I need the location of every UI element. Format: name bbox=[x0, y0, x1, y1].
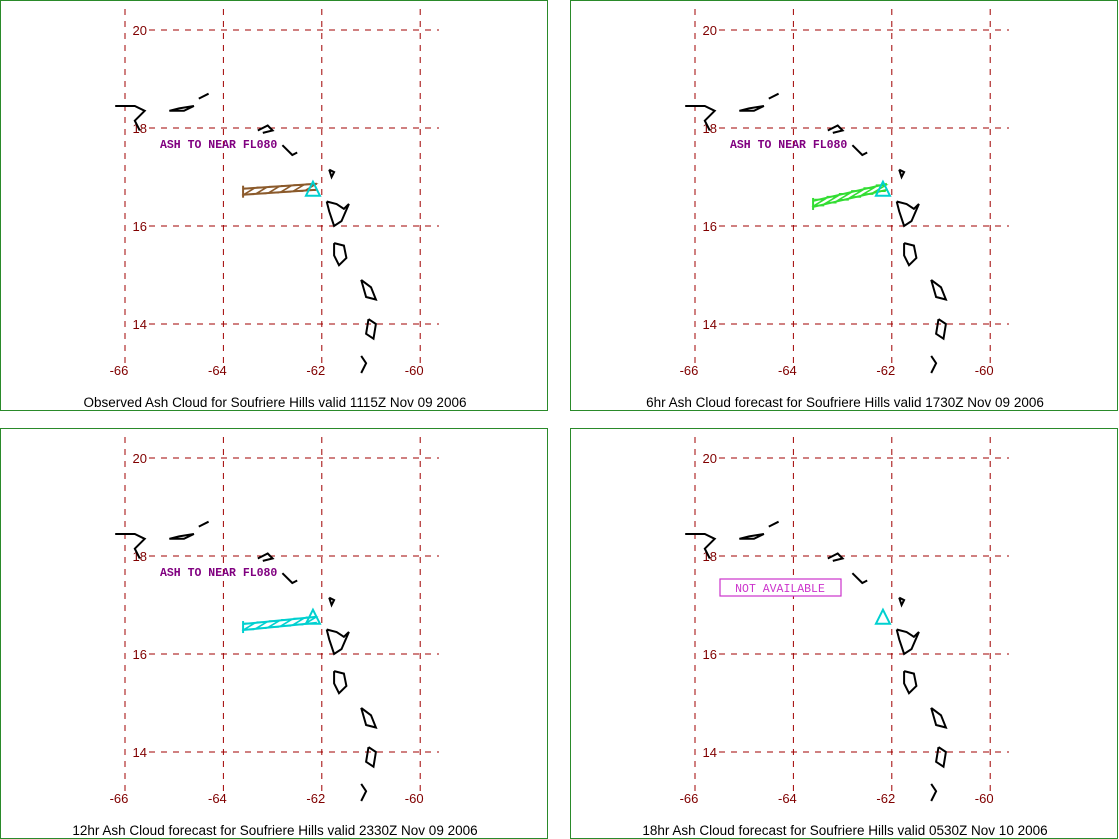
longitude-tick-label: -62 bbox=[876, 363, 895, 378]
coastline bbox=[198, 92, 210, 100]
latitude-tick-label: 20 bbox=[703, 23, 717, 38]
longitude-tick-label: -60 bbox=[975, 363, 994, 378]
coastline bbox=[851, 144, 868, 157]
coastline bbox=[895, 628, 920, 656]
coastline bbox=[333, 670, 348, 695]
longitude-tick-label: -66 bbox=[110, 363, 129, 378]
coastline bbox=[115, 533, 147, 559]
panel-caption: 6hr Ash Cloud forecast for Soufriere Hil… bbox=[646, 395, 1044, 410]
coastline bbox=[851, 572, 868, 585]
panel-caption: Observed Ash Cloud for Soufriere Hills v… bbox=[83, 395, 467, 410]
longitude-tick-label: -66 bbox=[110, 791, 129, 806]
coastline bbox=[198, 520, 210, 528]
coastline bbox=[365, 318, 377, 341]
map-panel-observed: 20 18 16 14 -66 -64 -62 -60 ASH TO NEAR FL080 Ob… bbox=[0, 0, 548, 411]
coastline bbox=[895, 200, 920, 228]
coastline bbox=[768, 520, 780, 528]
coastline bbox=[903, 242, 918, 267]
coastline bbox=[365, 746, 377, 769]
coastline bbox=[903, 670, 918, 695]
latitude-tick-label: 20 bbox=[703, 451, 717, 466]
coastline bbox=[328, 168, 336, 180]
volcano-triangle-icon bbox=[304, 607, 322, 625]
coastline bbox=[257, 124, 275, 134]
latitude-tick-label: 20 bbox=[133, 23, 147, 38]
coastline bbox=[930, 355, 938, 374]
map-panel-18hr: 20 18 16 14 -66 -64 -62 -60 NOT AVAILABLE 18hr A… bbox=[570, 428, 1118, 839]
coastline bbox=[739, 105, 765, 112]
longitude-tick-label: -64 bbox=[778, 791, 797, 806]
coastline bbox=[325, 628, 350, 656]
coastline bbox=[930, 783, 938, 802]
volcano-triangle-icon bbox=[304, 179, 322, 197]
coastline bbox=[930, 279, 948, 301]
longitude-tick-label: -62 bbox=[306, 791, 325, 806]
coastline bbox=[935, 746, 947, 769]
ash-height-note: ASH TO NEAR FL080 bbox=[160, 139, 277, 152]
coastline bbox=[827, 124, 845, 134]
coastline bbox=[169, 533, 195, 540]
coastline bbox=[333, 242, 348, 267]
coastline bbox=[360, 279, 378, 301]
latitude-tick-label: 14 bbox=[703, 317, 717, 332]
latitude-tick-label: 16 bbox=[703, 647, 717, 662]
latitude-tick-label: 14 bbox=[133, 745, 147, 760]
map-panel-6hr: 20 18 16 14 -66 -64 -62 -60 ASH TO NEAR FL080 6h… bbox=[570, 0, 1118, 411]
coastline bbox=[768, 92, 780, 100]
longitude-tick-label: -66 bbox=[680, 791, 699, 806]
coastline bbox=[257, 552, 275, 562]
coastline bbox=[115, 105, 147, 131]
longitude-tick-label: -64 bbox=[208, 363, 227, 378]
coastline bbox=[685, 533, 717, 559]
coastline bbox=[360, 783, 368, 802]
longitude-tick-label: -64 bbox=[208, 791, 227, 806]
coastline bbox=[281, 572, 298, 585]
latitude-tick-label: 20 bbox=[133, 451, 147, 466]
ash-cloud bbox=[811, 182, 889, 210]
not-available-box bbox=[719, 578, 842, 597]
map-panel-12hr: 20 18 16 14 -66 -64 -62 -60 ASH TO NEAR FL080 12… bbox=[0, 428, 548, 839]
longitude-tick-label: -62 bbox=[876, 791, 895, 806]
coastline bbox=[360, 707, 378, 729]
latitude-tick-label: 16 bbox=[133, 219, 147, 234]
panel-caption: 12hr Ash Cloud forecast for Soufriere Hi… bbox=[72, 823, 478, 838]
latitude-tick-label: 16 bbox=[703, 219, 717, 234]
latitude-tick-label: 14 bbox=[703, 745, 717, 760]
coastline bbox=[169, 105, 195, 112]
ash-height-note: ASH TO NEAR FL080 bbox=[160, 567, 277, 580]
coastline bbox=[930, 707, 948, 729]
longitude-tick-label: -60 bbox=[975, 791, 994, 806]
latitude-tick-label: 14 bbox=[133, 317, 147, 332]
coastline bbox=[360, 355, 368, 374]
coastline bbox=[827, 552, 845, 562]
volcano-triangle-icon bbox=[874, 179, 892, 197]
coastline bbox=[325, 200, 350, 228]
longitude-tick-label: -66 bbox=[680, 363, 699, 378]
coastline bbox=[898, 168, 906, 180]
availability-note: NOT AVAILABLE bbox=[735, 583, 825, 596]
ash-cloud bbox=[241, 182, 319, 198]
volcano-triangle-icon bbox=[874, 607, 892, 625]
coastline bbox=[898, 596, 906, 608]
ash-cloud bbox=[241, 615, 319, 634]
ash-height-note: ASH TO NEAR FL080 bbox=[730, 139, 847, 152]
coastline bbox=[739, 533, 765, 540]
coastline bbox=[935, 318, 947, 341]
longitude-tick-label: -60 bbox=[405, 791, 424, 806]
panel-caption: 18hr Ash Cloud forecast for Soufriere Hi… bbox=[642, 823, 1048, 838]
coastline bbox=[328, 596, 336, 608]
latitude-tick-label: 16 bbox=[133, 647, 147, 662]
longitude-tick-label: -60 bbox=[405, 363, 424, 378]
coastline bbox=[685, 105, 717, 131]
longitude-tick-label: -64 bbox=[778, 363, 797, 378]
longitude-tick-label: -62 bbox=[306, 363, 325, 378]
coastline bbox=[281, 144, 298, 157]
